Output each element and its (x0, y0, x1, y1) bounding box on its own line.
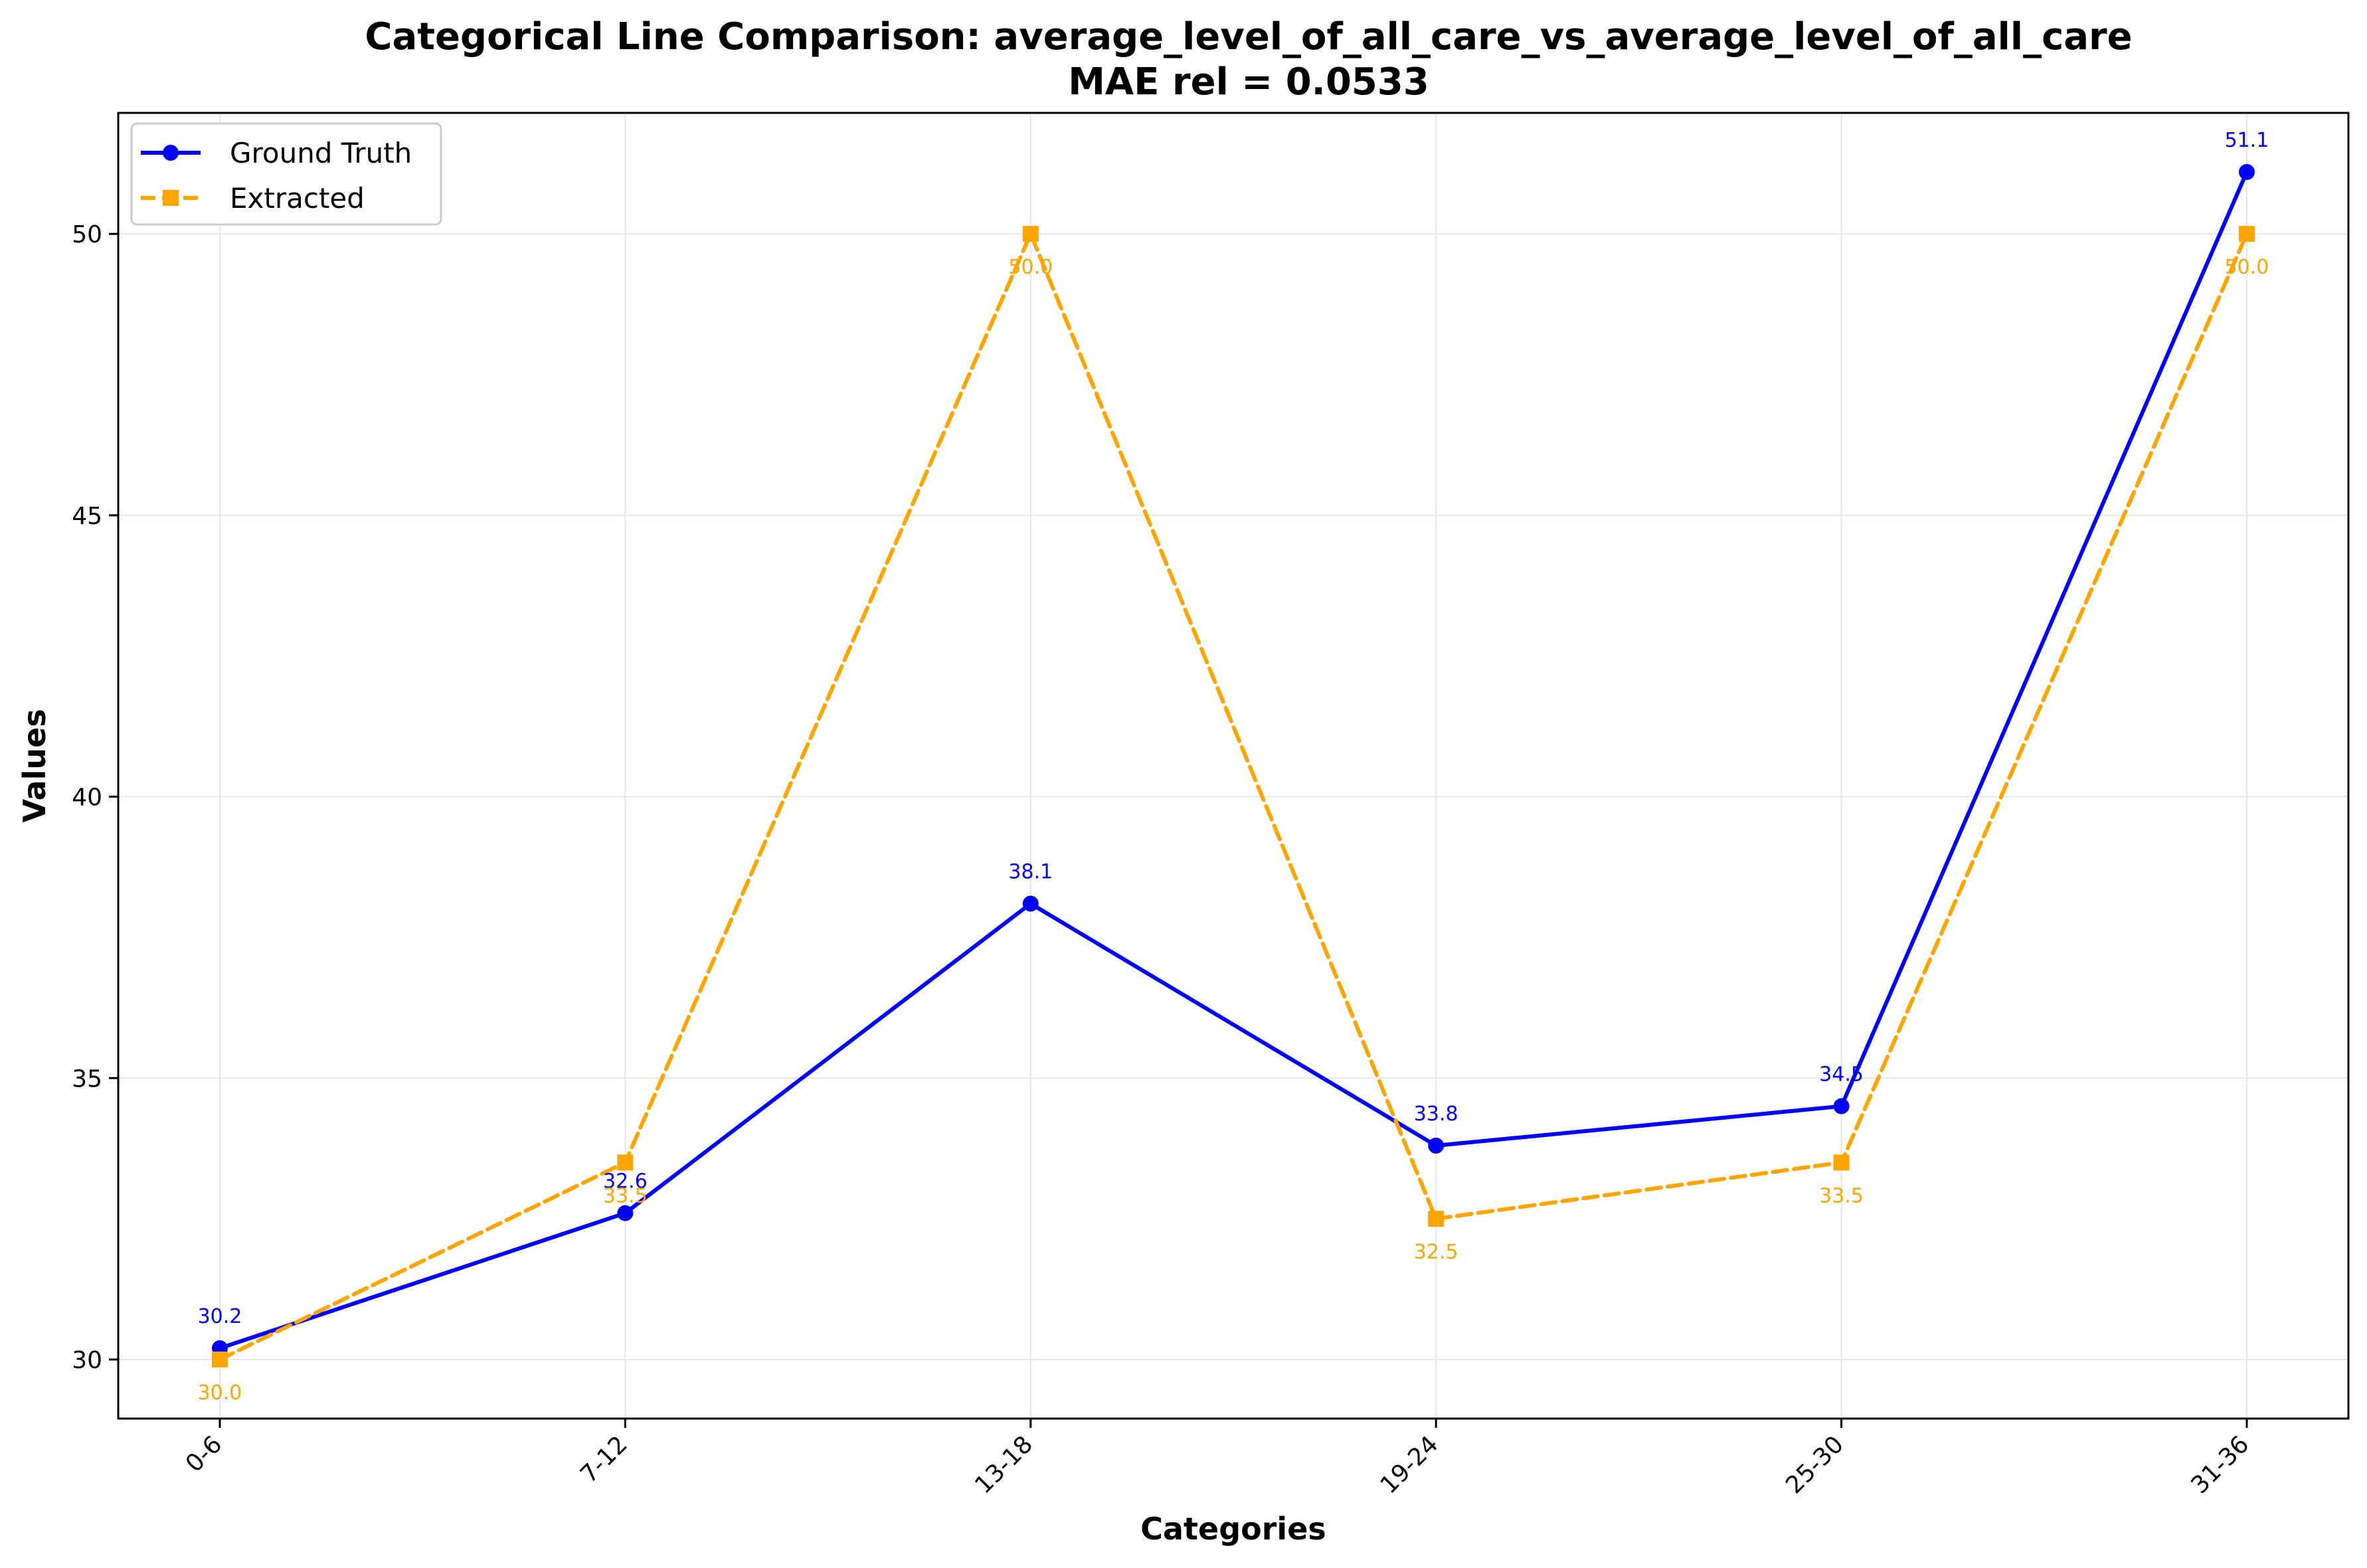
data-point-ground-truth (1428, 1138, 1445, 1154)
y-tick-label: 30 (72, 1347, 102, 1374)
y-tick-label: 45 (72, 503, 102, 530)
axis-ticks: 0-6 7-12 13-18 19-24 25-30 31-36 30 35 40 45 50 (72, 221, 2254, 1499)
data-point-extracted (1022, 226, 1039, 242)
data-point-extracted (617, 1154, 634, 1171)
x-axis-label: Categories (1140, 1511, 1326, 1547)
data-label-ground-truth: 33.8 (1414, 1102, 1458, 1126)
y-tick-label: 50 (72, 221, 102, 248)
legend-label-ground-truth: Ground Truth (230, 137, 412, 169)
legend-item-ground-truth: Ground Truth (141, 137, 412, 169)
x-tick-label: 7-12 (575, 1431, 633, 1488)
data-label-extracted: 30.0 (198, 1381, 242, 1405)
data-point-ground-truth (2239, 163, 2255, 180)
data-label-extracted: 50.0 (2225, 256, 2269, 279)
series-line-extracted (218, 232, 2249, 1362)
legend-box (130, 122, 442, 226)
data-label-extracted: 33.5 (603, 1184, 648, 1207)
legend-marker-ground-truth (163, 145, 179, 161)
legend: Ground Truth Extracted (130, 122, 442, 226)
data-labels: 30.2 32.6 38.1 33.8 34.5 51.1 30.0 33.5 50.0 32.5… (198, 129, 2269, 1405)
data-point-extracted (212, 1351, 228, 1368)
x-tick-label: 31-36 (2186, 1431, 2254, 1499)
data-label-extracted: 50.0 (1008, 256, 1053, 279)
data-label-ground-truth: 38.1 (1008, 861, 1053, 884)
data-label-ground-truth: 34.5 (1819, 1063, 1864, 1087)
data-point-extracted (1428, 1211, 1445, 1227)
series-extracted (212, 226, 2255, 1368)
data-point-ground-truth (1833, 1098, 1850, 1114)
data-label-ground-truth: 32.6 (603, 1170, 648, 1193)
x-tick-label: 19-24 (1375, 1431, 1444, 1499)
x-tick-label: 25-30 (1781, 1431, 1849, 1499)
series-layer (212, 163, 2255, 1368)
legend-label-extracted: Extracted (230, 182, 365, 215)
y-tick-label: 35 (72, 1065, 102, 1092)
chart-title: Categorical Line Comparison: average_lev… (365, 15, 2132, 58)
data-label-ground-truth: 51.1 (2225, 129, 2269, 152)
x-tick-label: 13-18 (970, 1431, 1038, 1499)
legend-item-extracted: Extracted (141, 182, 365, 215)
data-label-extracted: 33.5 (1819, 1184, 1864, 1207)
chart-subtitle: MAE rel = 0.0533 (1068, 60, 1429, 104)
series-line-ground-truth (218, 169, 2249, 1351)
data-point-extracted (1833, 1154, 1850, 1171)
data-point-ground-truth (1022, 895, 1039, 912)
plot-area (117, 112, 2350, 1420)
data-point-extracted (2239, 226, 2255, 242)
data-label-ground-truth: 30.2 (198, 1305, 242, 1328)
data-point-ground-truth (617, 1205, 634, 1221)
y-tick-label: 40 (72, 784, 102, 812)
series-ground-truth (212, 163, 2255, 1357)
x-tick-label: 0-6 (181, 1431, 228, 1478)
y-axis-label: Values (17, 709, 52, 822)
data-label-extracted: 32.5 (1414, 1241, 1458, 1264)
legend-marker-extracted (163, 190, 179, 206)
